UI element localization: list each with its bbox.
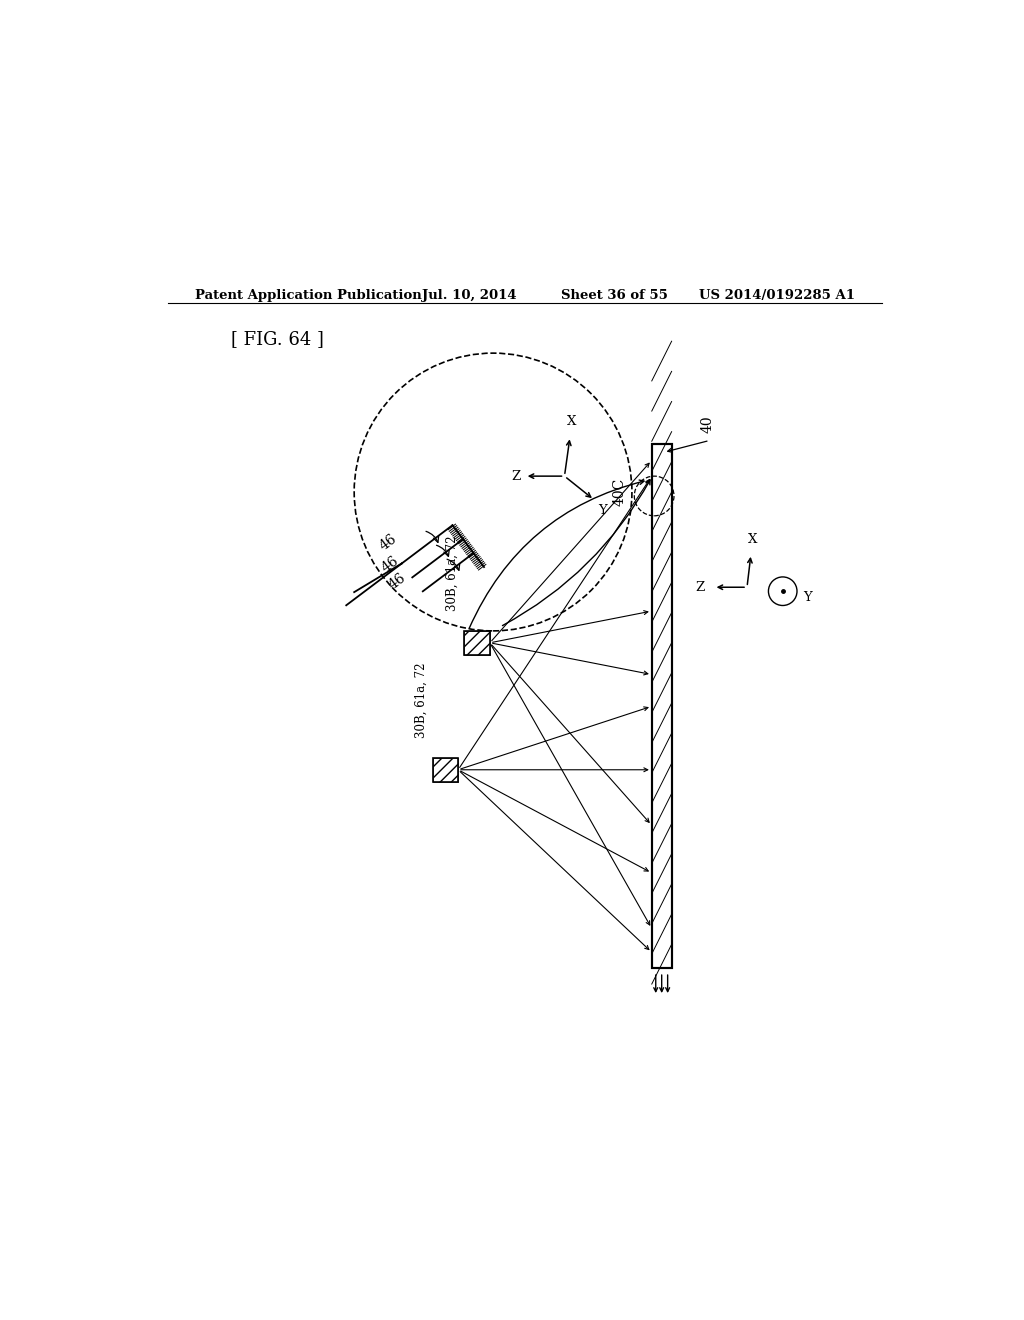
Text: Patent Application Publication: Patent Application Publication	[196, 289, 422, 302]
Text: Z: Z	[695, 581, 705, 594]
Text: 40C: 40C	[613, 478, 627, 506]
Text: 46: 46	[386, 572, 409, 593]
Text: 30B, 61a, 72: 30B, 61a, 72	[446, 536, 459, 611]
Bar	[433, 758, 458, 781]
Bar	[652, 445, 672, 968]
Text: 30B, 61a, 72: 30B, 61a, 72	[415, 663, 427, 738]
Text: 46: 46	[379, 553, 401, 576]
Text: 40: 40	[700, 416, 715, 433]
Text: Sheet 36 of 55: Sheet 36 of 55	[560, 289, 668, 302]
Bar	[652, 445, 672, 968]
Text: Y: Y	[804, 591, 812, 605]
Text: X: X	[748, 533, 758, 546]
Text: X: X	[567, 414, 577, 428]
Text: Z: Z	[511, 470, 520, 483]
Bar	[465, 631, 489, 655]
Text: Y: Y	[599, 504, 607, 517]
Text: US 2014/0192285 A1: US 2014/0192285 A1	[699, 289, 855, 302]
Text: [ FIG. 64 ]: [ FIG. 64 ]	[231, 330, 324, 348]
Text: Jul. 10, 2014: Jul. 10, 2014	[422, 289, 516, 302]
Text: 46: 46	[377, 531, 399, 553]
